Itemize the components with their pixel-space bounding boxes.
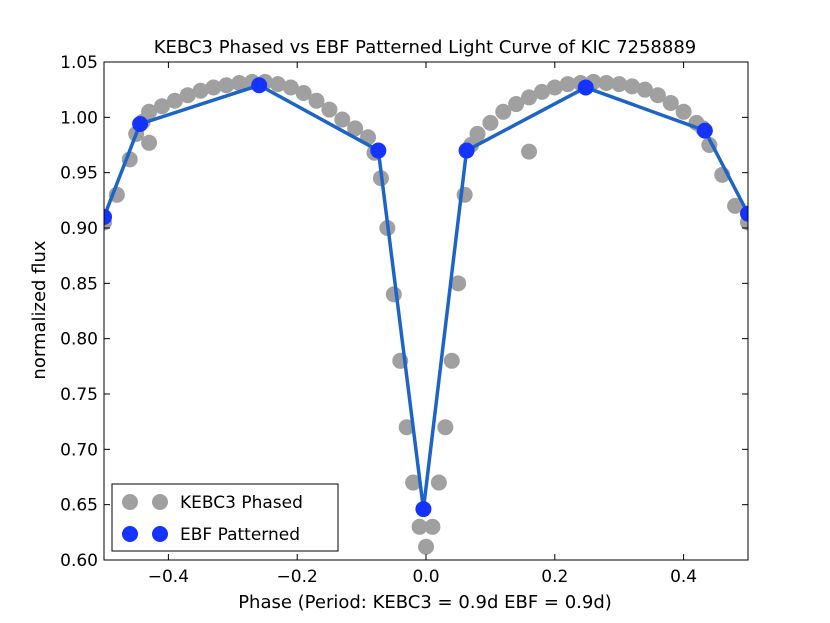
- kebc3-point: [662, 94, 679, 111]
- kebc3-point: [559, 76, 576, 93]
- y-tick-label: 1.00: [60, 108, 98, 128]
- y-tick-label: 0.60: [60, 551, 98, 571]
- kebc3-point: [282, 79, 299, 96]
- kebc3-point: [495, 103, 512, 120]
- legend-label-ebf: EBF Patterned: [180, 525, 300, 545]
- kebc3-point: [385, 286, 402, 303]
- y-tick-label: 0.85: [60, 274, 98, 294]
- kebc3-point: [546, 79, 563, 96]
- kebc3-point: [469, 125, 486, 142]
- kebc3-point: [166, 92, 183, 109]
- x-axis-label: Phase (Period: KEBC3 = 0.9d EBF = 0.9d): [238, 592, 612, 613]
- x-tick-label: 0.0: [412, 567, 439, 587]
- kebc3-point: [334, 111, 351, 128]
- x-tick-label: −0.2: [277, 567, 318, 587]
- y-tick-label: 0.65: [60, 496, 98, 516]
- ebf-point: [370, 142, 387, 159]
- ebf-point: [740, 205, 748, 222]
- legend-marker-kebc3-1: [122, 494, 138, 510]
- y-tick-label: 0.90: [60, 219, 98, 239]
- ebf-point: [577, 79, 594, 96]
- kebc3-point: [598, 75, 615, 92]
- kebc3-point: [179, 87, 196, 104]
- kebc3-point: [675, 103, 692, 120]
- kebc3-point: [218, 77, 235, 94]
- legend-label-kebc3: KEBC3 Phased: [180, 493, 303, 513]
- y-tick-label: 0.95: [60, 164, 98, 184]
- chart-title: KEBC3 Phased vs EBF Patterned Light Curv…: [154, 37, 696, 58]
- kebc3-point: [205, 79, 222, 96]
- kebc3-point: [424, 518, 441, 535]
- ebf-point: [251, 77, 268, 94]
- legend-marker-ebf-1: [122, 526, 138, 542]
- kebc3-point: [521, 143, 538, 160]
- x-axis-ticks: −0.4 −0.2 0.0 0.2 0.4: [148, 62, 697, 587]
- y-axis-label: normalized flux: [29, 240, 50, 379]
- kebc3-point: [450, 275, 467, 292]
- legend-marker-kebc3-2: [152, 494, 168, 510]
- kebc3-point: [141, 103, 158, 120]
- kebc3-point: [443, 352, 460, 369]
- kebc3-point: [611, 76, 628, 93]
- kebc3-point: [649, 87, 666, 104]
- ebf-point: [696, 122, 713, 139]
- kebc3-point: [482, 114, 499, 131]
- y-tick-label: 0.75: [60, 385, 98, 405]
- kebc3-point: [141, 134, 158, 151]
- legend-marker-ebf-2: [152, 526, 168, 542]
- kebc3-point: [321, 101, 338, 118]
- y-axis-ticks: 0.60 0.65 0.70 0.75 0.80 0.85 0.90 0.95 1.00 1.05: [60, 53, 748, 571]
- y-tick-label: 1.05: [60, 53, 98, 73]
- x-tick-label: −0.4: [148, 567, 189, 587]
- kebc3-point: [533, 83, 550, 100]
- kebc3-point: [636, 81, 653, 98]
- kebc3-point: [153, 98, 170, 115]
- kebc3-point: [521, 89, 538, 106]
- kebc3-point: [418, 538, 434, 555]
- y-tick-label: 0.80: [60, 330, 98, 350]
- kebc3-point: [269, 76, 286, 93]
- kebc3-point: [295, 84, 312, 101]
- ebf-point: [458, 142, 475, 159]
- kebc3-point: [430, 474, 447, 491]
- kebc3-point: [437, 419, 454, 436]
- kebc3-point: [508, 96, 525, 113]
- legend-box: [111, 483, 339, 552]
- kebc3-point: [308, 92, 325, 109]
- x-tick-label: 0.2: [541, 567, 568, 587]
- kebc3-point: [192, 82, 209, 99]
- ebf-point: [104, 208, 112, 225]
- kebc3-point: [405, 474, 422, 491]
- kebc3-point: [624, 78, 641, 95]
- x-tick-label: 0.4: [670, 567, 697, 587]
- kebc3-point: [411, 518, 428, 535]
- kebc3-point: [398, 419, 415, 436]
- y-tick-label: 0.70: [60, 440, 98, 460]
- ebf-patterned-series: [104, 77, 748, 518]
- kebc3-point: [727, 197, 744, 214]
- legend: KEBC3 Phased EBF Patterned: [111, 483, 339, 552]
- ebf-patterned-line: [104, 83, 748, 510]
- kebc3-point: [347, 120, 364, 137]
- kebc3-point: [231, 75, 248, 92]
- ebf-point: [415, 501, 432, 518]
- ebf-point: [132, 115, 149, 132]
